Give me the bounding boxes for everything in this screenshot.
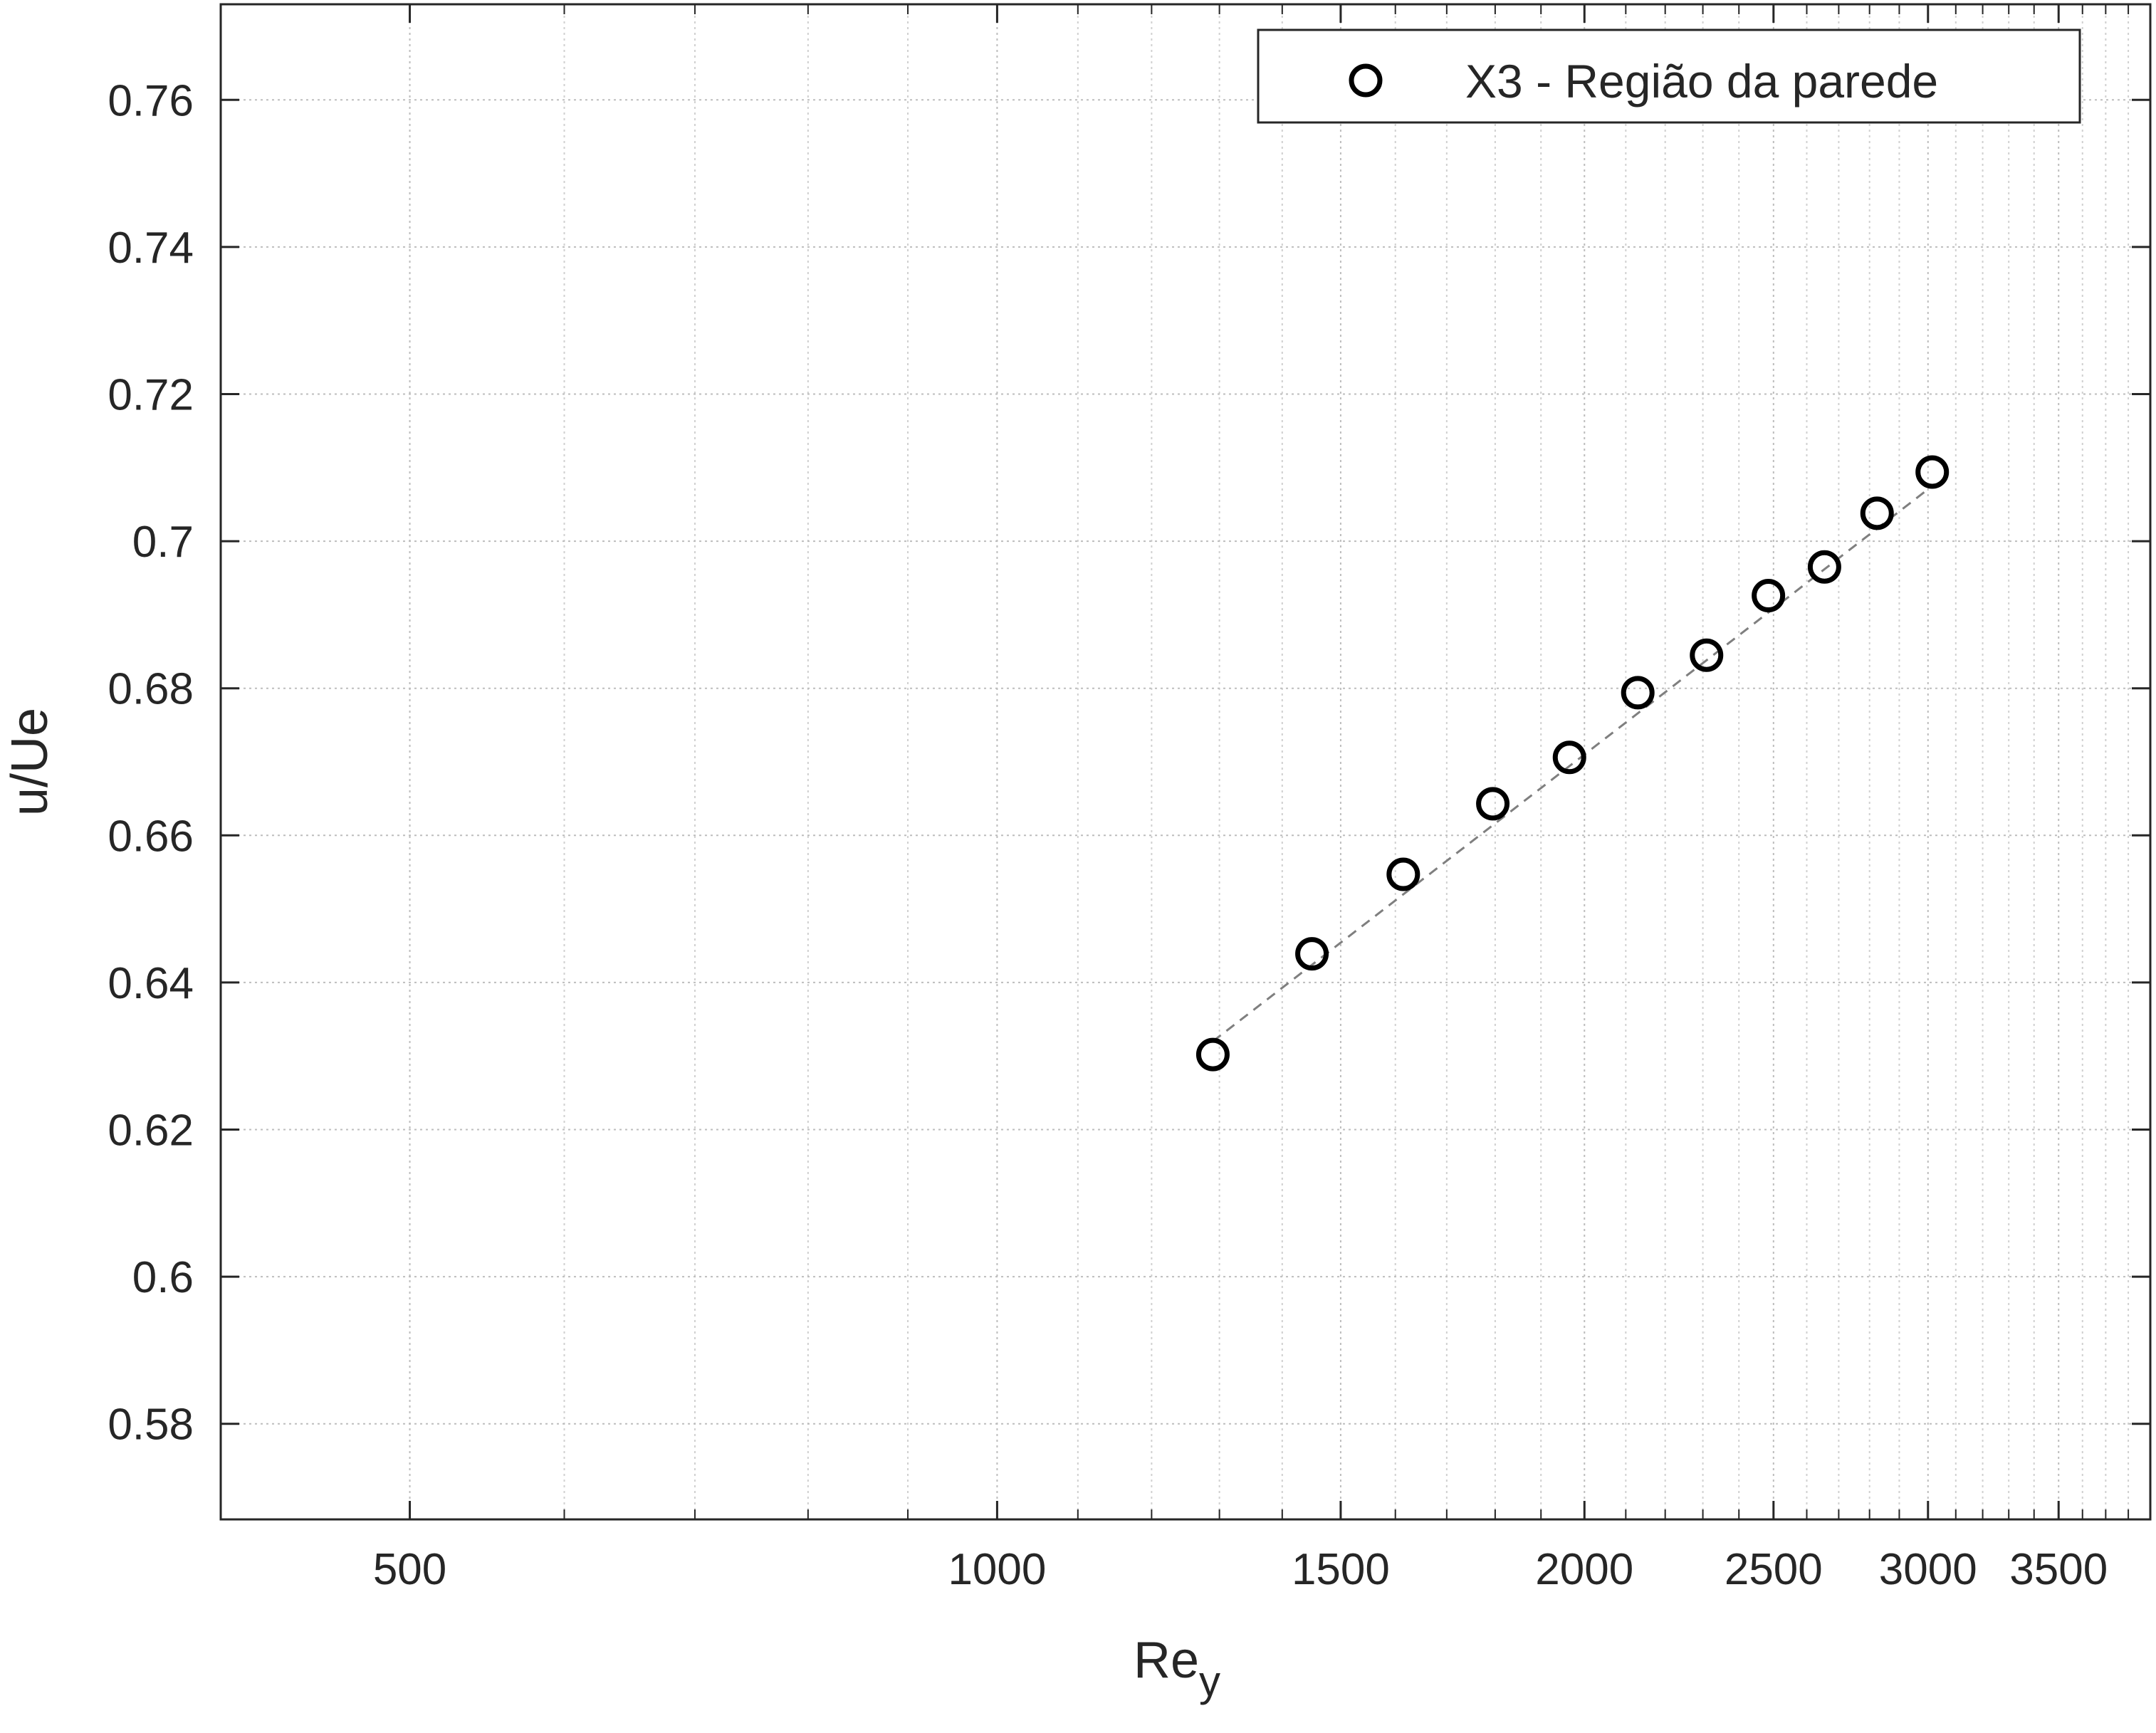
data-point	[1295, 937, 1329, 971]
y-tick-label: 0.64	[108, 959, 194, 1008]
x-tick-label: 1500	[1292, 1545, 1390, 1594]
data-point	[1552, 740, 1586, 775]
x-tick-label: 3500	[2009, 1545, 2108, 1594]
axis-ticks	[220, 4, 2151, 1519]
y-tick-label: 0.6	[132, 1253, 194, 1302]
y-axis-label: u/Ue	[1, 708, 58, 816]
x-tick-label: 2000	[1535, 1545, 1633, 1594]
y-tick-label: 0.76	[108, 76, 194, 125]
x-axis-label-subscript: y	[1199, 1658, 1220, 1705]
legend: X3 - Região da parede	[1257, 28, 2081, 124]
x-tick-label: 1000	[948, 1545, 1046, 1594]
data-point	[1690, 638, 1724, 672]
y-tick-label: 0.66	[108, 812, 194, 861]
fit-line-layer	[1212, 485, 1933, 1042]
y-tick-label: 0.68	[108, 665, 194, 714]
data-point	[1195, 1037, 1230, 1072]
plot-frame	[219, 3, 2152, 1521]
x-axis-label: Rey	[1134, 1632, 1220, 1705]
y-tick-labels: 0.58 0.6 0.62 0.64 0.66 0.68 0.7 0.72 0.74 0.76	[108, 76, 194, 1449]
x-axis-label-main: Re	[1134, 1632, 1199, 1689]
data-point	[1807, 550, 1841, 584]
x-tick-label: 500	[373, 1545, 446, 1594]
legend-box	[1257, 28, 2081, 124]
y-tick-label: 0.7	[132, 518, 194, 567]
trend-line	[1212, 485, 1933, 1042]
legend-marker	[1349, 63, 1383, 98]
data-point	[1386, 857, 1420, 891]
y-tick-label: 0.74	[108, 224, 194, 273]
legend-label: X3 - Região da parede	[1465, 55, 1938, 108]
data-point	[1476, 787, 1510, 821]
data-points-layer	[1195, 455, 1950, 1072]
data-point	[1752, 579, 1786, 613]
data-point	[1621, 676, 1655, 710]
x-tick-label: 3000	[1879, 1545, 1977, 1594]
data-point	[1860, 496, 1894, 530]
y-tick-label: 0.62	[108, 1106, 194, 1156]
x-tick-label: 2500	[1725, 1545, 1823, 1594]
data-point	[1915, 455, 1950, 489]
x-tick-labels: 500 1000 1500 2000 2500 3000 3500	[373, 1545, 2108, 1594]
y-tick-label: 0.72	[108, 370, 194, 419]
y-tick-label: 0.58	[108, 1400, 194, 1450]
